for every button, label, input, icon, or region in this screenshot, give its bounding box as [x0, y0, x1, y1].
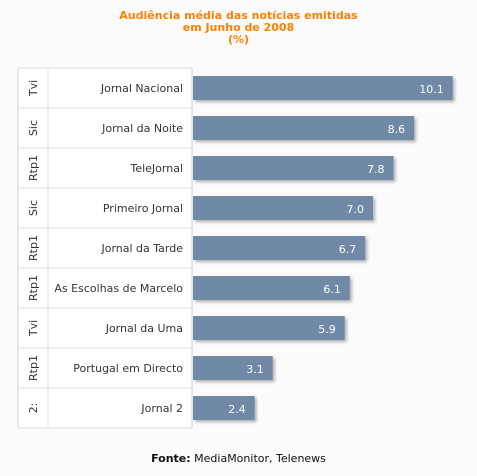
- value-label-0: 10.1: [419, 83, 444, 96]
- value-label-1: 8.6: [388, 123, 406, 136]
- bar-3: [193, 196, 373, 220]
- channel-label-4: Rtp1: [27, 235, 40, 261]
- category-label-7: Portugal em Directo: [73, 362, 183, 375]
- value-label-3: 7.0: [347, 203, 365, 216]
- channel-label-5: Rtp1: [27, 275, 40, 301]
- chart-title-line-3: (%): [227, 33, 250, 46]
- bar-chart-plot: Tvi Jornal Nacional 10.1 Sic Jornal da Noite…: [17, 67, 453, 429]
- category-label-8: Jornal 2: [140, 402, 183, 415]
- source-text: MediaMonitor, Telenews: [194, 452, 326, 465]
- category-label-4: Jornal da Tarde: [100, 242, 183, 255]
- bar-5: [193, 276, 350, 300]
- category-label-5: As Escolhas de Marcelo: [54, 282, 183, 295]
- category-label-0: Jornal Nacional: [100, 82, 183, 95]
- chart-title-line-1: Audiência média das notícias emitidas: [119, 9, 358, 22]
- channel-label-6: Tvi: [27, 320, 40, 337]
- category-label-3: Primeiro Jornal: [103, 202, 183, 215]
- bar-8: [193, 396, 255, 420]
- channel-label-0: Tvi: [27, 80, 40, 97]
- bar-7: [193, 356, 273, 380]
- channel-label-3: Sic: [27, 200, 40, 216]
- value-label-7: 3.1: [246, 363, 264, 376]
- source-note: Fonte: MediaMonitor, Telenews: [0, 452, 477, 465]
- channel-label-1: Sic: [27, 120, 40, 136]
- bar-6: [193, 316, 345, 340]
- value-label-5: 6.1: [323, 283, 341, 296]
- bar-0: [193, 76, 453, 100]
- source-label: Fonte:: [151, 452, 191, 465]
- value-label-2: 7.8: [367, 163, 385, 176]
- channel-label-7: Rtp1: [27, 355, 40, 381]
- category-label-1: Jornal da Noite: [101, 122, 183, 135]
- bar-4: [193, 236, 366, 260]
- channel-label-8: 2:: [27, 403, 40, 414]
- value-label-6: 5.9: [318, 323, 336, 336]
- channel-label-2: Rtp1: [27, 155, 40, 181]
- chart-title-line-2: em Junho de 2008: [182, 21, 295, 34]
- bar-2: [193, 156, 394, 180]
- value-label-8: 2.4: [228, 403, 246, 416]
- category-label-6: Jornal da Uma: [105, 322, 183, 335]
- category-label-2: TeleJornal: [129, 162, 183, 175]
- bar-1: [193, 116, 415, 140]
- value-label-4: 6.7: [339, 243, 357, 256]
